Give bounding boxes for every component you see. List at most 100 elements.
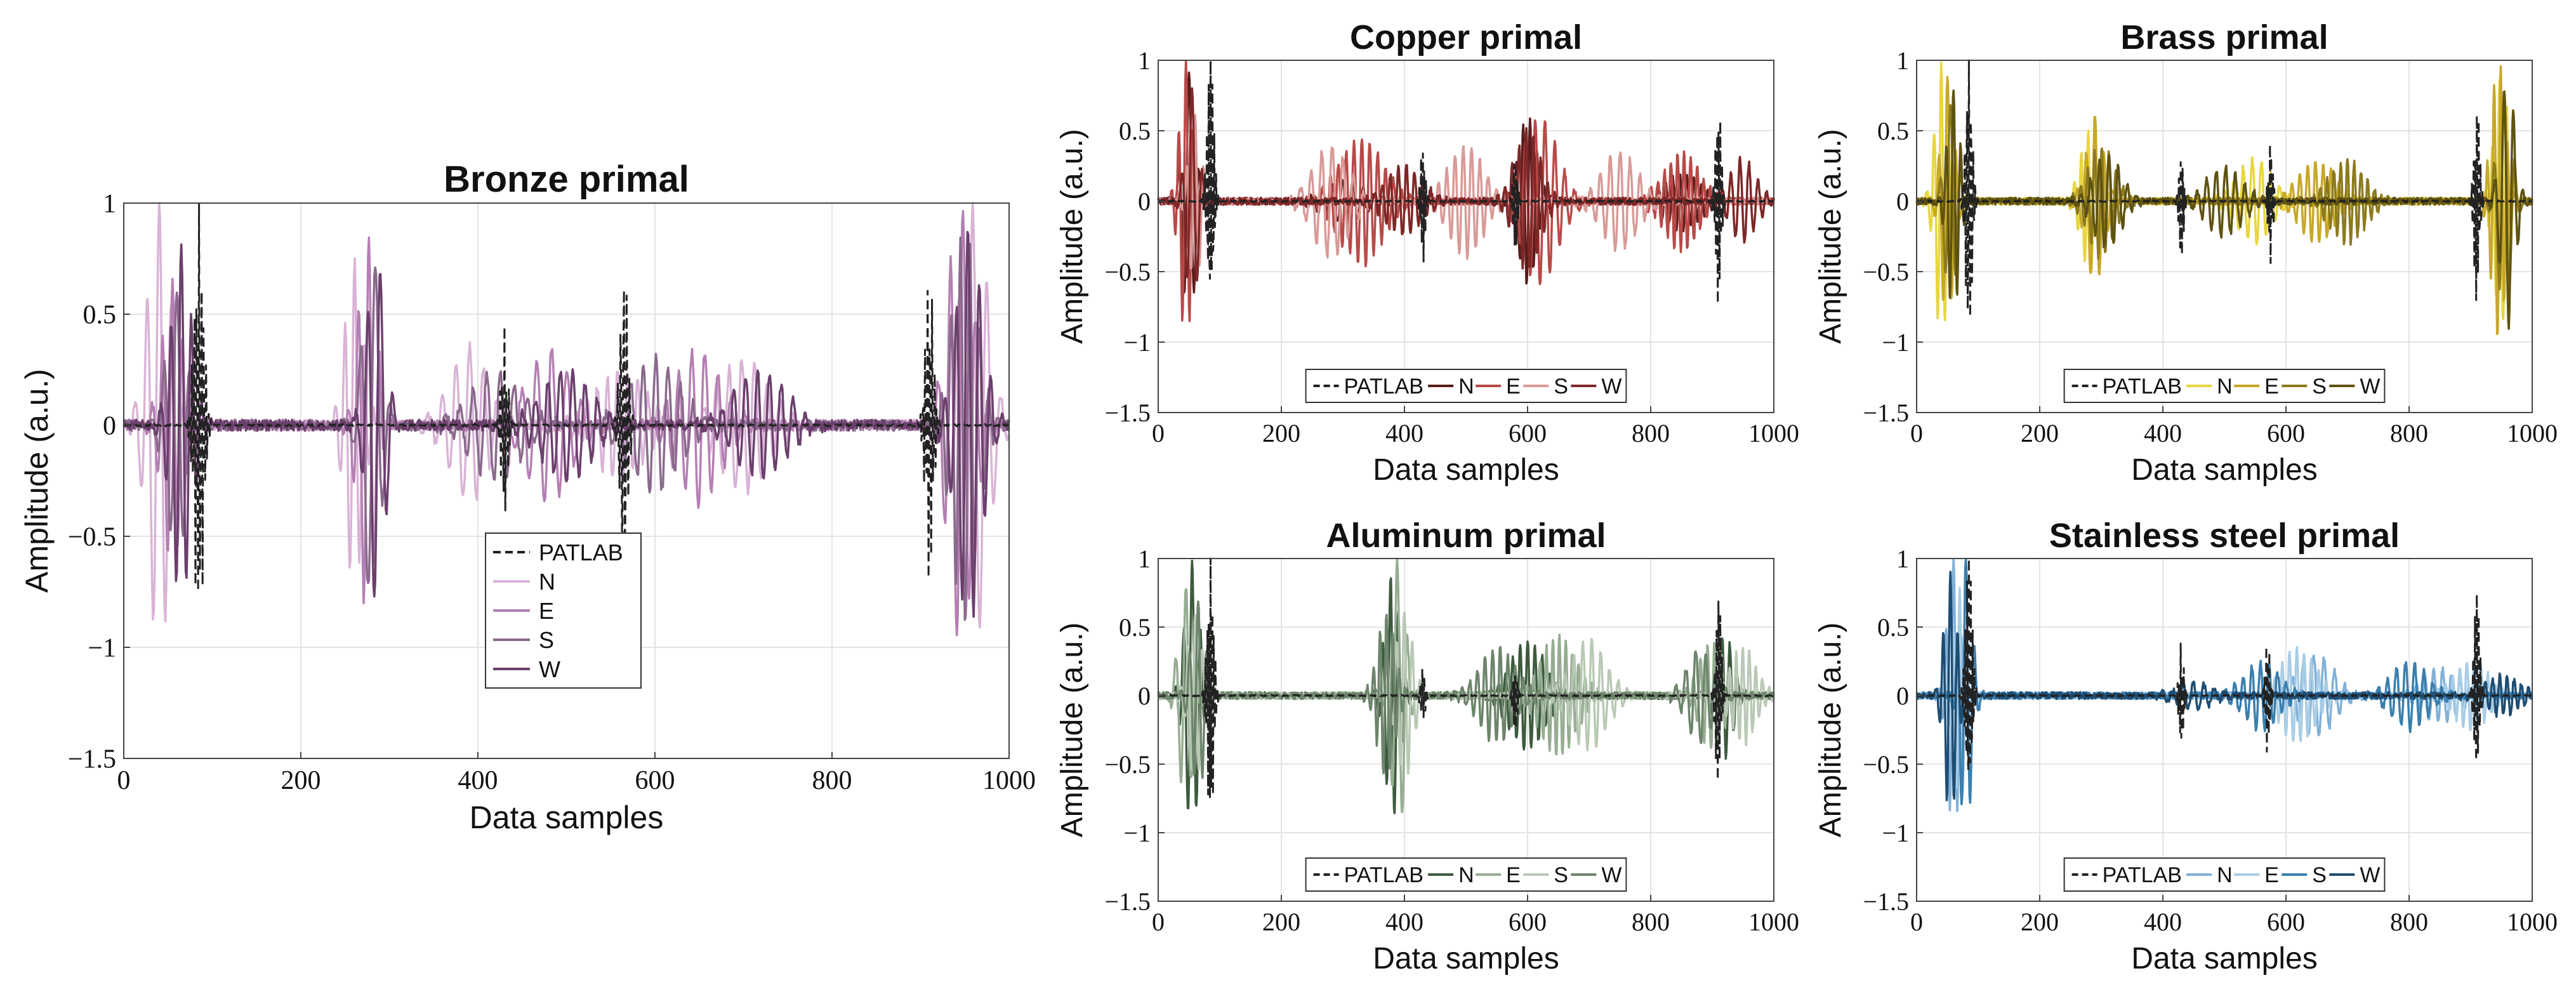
- y-axis-label: Amplitude (a.u.): [1055, 129, 1089, 344]
- legend-label-n: N: [2217, 863, 2233, 887]
- x-tick-label: 600: [1509, 908, 1547, 936]
- y-tick-label: −1.5: [1863, 399, 1909, 427]
- series-group: [1157, 557, 1775, 814]
- legend-label-s: S: [2312, 863, 2327, 887]
- x-tick-label: 400: [2144, 908, 2182, 936]
- chart-title: Bronze primal: [444, 159, 689, 200]
- x-axis-label: Data samples: [1373, 942, 1559, 975]
- x-tick-label: 600: [1509, 419, 1547, 447]
- legend-label-n: N: [1458, 374, 1474, 399]
- plot-area-frame: [1916, 60, 2533, 413]
- x-tick-label: 200: [1262, 908, 1300, 936]
- y-axis-label: Amplitude (a.u.): [1055, 623, 1089, 838]
- legend-label-s: S: [1554, 863, 1568, 887]
- x-tick-label: 800: [2390, 419, 2428, 447]
- series-line-patlab: [1916, 59, 2533, 318]
- series-line-e: [1157, 557, 1775, 814]
- series-line-patlab: [1158, 557, 1775, 798]
- series-line-s: [1915, 558, 2533, 805]
- grid: [1916, 558, 2533, 902]
- legend: PATLAB N E S W: [2063, 369, 2386, 403]
- y-tick-label: −0.5: [68, 523, 116, 552]
- legend-label-e: E: [1506, 374, 1521, 399]
- series-line-patlab: [123, 202, 1010, 593]
- x-tick-label: 400: [458, 766, 498, 795]
- y-tick-label: −1: [88, 634, 116, 663]
- y-tick-label: 1: [1896, 46, 1909, 75]
- y-tick-label: −1: [1123, 328, 1151, 357]
- y-tick-label: 0: [1896, 187, 1909, 216]
- chart-title: Copper primal: [1350, 18, 1582, 56]
- legend-label-n: N: [2217, 374, 2233, 399]
- legend-label-patlab: PATLAB: [2103, 374, 2182, 399]
- plot-area-frame: [1916, 558, 2533, 902]
- legend: PATLAB N E S W: [2063, 857, 2386, 892]
- y-tick-label: 0.5: [1877, 117, 1909, 145]
- y-tick-label: 0: [1138, 187, 1151, 216]
- x-tick-label: 400: [1385, 908, 1423, 936]
- series-group: [122, 202, 1010, 637]
- series-group: [1157, 59, 1775, 322]
- legend-label-s: S: [2312, 374, 2327, 399]
- y-tick-label: 1: [1138, 46, 1151, 75]
- y-tick-label: 1: [1896, 545, 1909, 573]
- series-line-w: [122, 230, 1010, 618]
- legend-label-patlab: PATLAB: [2103, 863, 2182, 887]
- chart-bronze-primal: 0 200 400 600 800 1000 1 0.5 0 −0.5 −1 −1.5 Bronze p…: [19, 159, 1036, 835]
- legend-label-patlab: PATLAB: [539, 539, 623, 565]
- x-tick-label: 800: [1632, 419, 1670, 447]
- y-tick-label: 0: [103, 412, 116, 441]
- y-tick-label: −1.5: [1104, 399, 1151, 427]
- legend-label-w: W: [2360, 863, 2380, 887]
- y-tick-label: −0.5: [1104, 750, 1151, 779]
- legend-label-s: S: [1554, 374, 1568, 399]
- x-tick-label: 600: [635, 766, 675, 795]
- legend-label-w: W: [1601, 374, 1622, 399]
- y-tick-label: −1.5: [1863, 887, 1909, 916]
- x-tick-label: 200: [281, 766, 321, 795]
- legend-label-patlab: PATLAB: [1344, 374, 1423, 399]
- x-axis-label: Data samples: [1373, 453, 1559, 487]
- grid: [1158, 558, 1774, 902]
- x-tick-label: 1000: [1748, 419, 1799, 447]
- legend-label-s: S: [539, 627, 554, 653]
- x-tick-label: 0: [117, 766, 131, 795]
- y-tick-label: −1: [1123, 819, 1151, 847]
- y-axis-label: Amplitude (a.u.): [1814, 129, 1847, 344]
- legend-label-patlab: PATLAB: [1344, 863, 1423, 887]
- y-tick-label: 0: [1138, 682, 1151, 710]
- x-tick-label: 1000: [982, 766, 1036, 795]
- chart-title: Aluminum primal: [1326, 517, 1606, 555]
- x-tick-label: 0: [1152, 419, 1165, 447]
- x-tick-label: 400: [2144, 419, 2182, 447]
- series-group: [1915, 59, 2533, 335]
- chart-title: Brass primal: [2120, 18, 2328, 56]
- legend-label-w: W: [2360, 374, 2380, 399]
- x-tick-label: 800: [2390, 908, 2428, 936]
- y-tick-label: −1.5: [68, 745, 116, 774]
- plot-area-frame: [123, 202, 1010, 759]
- x-tick-label: 400: [1385, 419, 1423, 447]
- y-axis-label: Amplitude (a.u.): [1814, 623, 1847, 838]
- x-tick-label: 0: [1910, 908, 1923, 936]
- x-axis-label: Data samples: [2131, 942, 2317, 975]
- y-tick-label: −0.5: [1104, 258, 1151, 286]
- series-line-n: [1915, 557, 2533, 812]
- y-tick-label: −0.5: [1863, 258, 1909, 286]
- legend-label-e: E: [2264, 374, 2279, 399]
- series-group: [1915, 557, 2533, 812]
- x-tick-label: 200: [2021, 908, 2059, 936]
- y-tick-label: 1: [103, 190, 116, 219]
- chart-title: Stainless steel primal: [2049, 517, 2400, 555]
- legend-label-e: E: [2264, 863, 2279, 887]
- legend-label-e: E: [1506, 863, 1521, 887]
- grid: [1916, 60, 2533, 413]
- y-tick-label: 0.5: [1119, 613, 1151, 642]
- legend: PATLAB N E S W: [1305, 369, 1627, 403]
- y-tick-label: 0.5: [83, 301, 117, 330]
- chart-stainless-steel-primal: 0 200 400 600 800 1000 1 0.5 0 −0.5 −1 −1.5 Stainles…: [1814, 517, 2558, 975]
- x-tick-label: 600: [2267, 908, 2305, 936]
- y-axis-label: Amplitude (a.u.): [19, 369, 55, 593]
